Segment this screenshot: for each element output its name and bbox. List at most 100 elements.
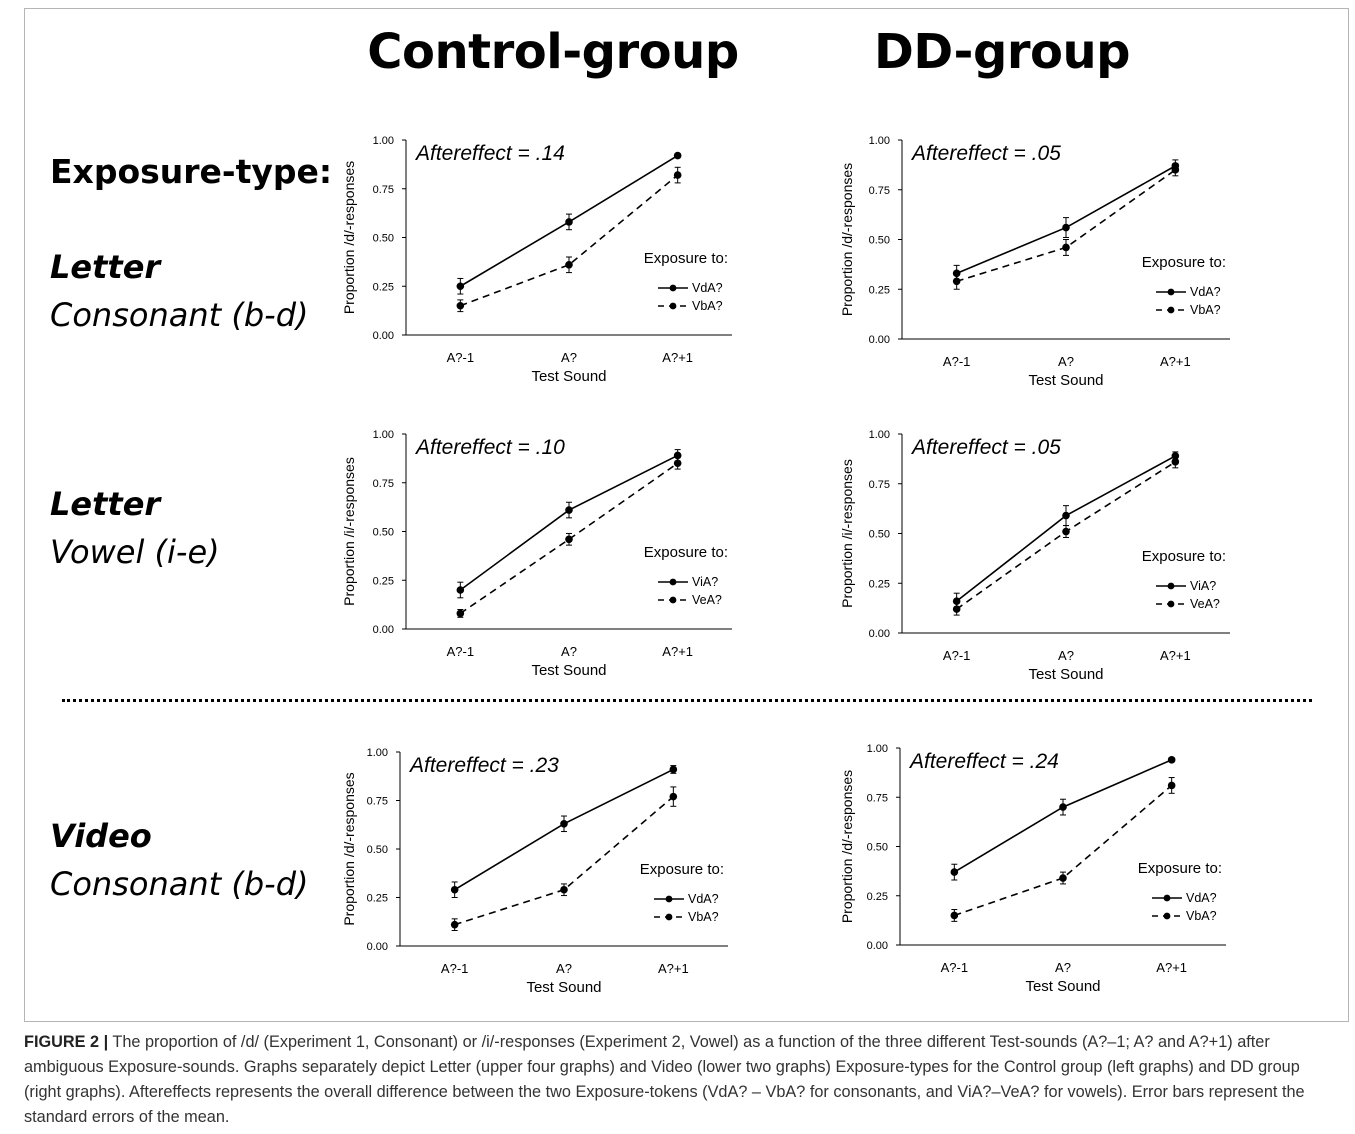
legend-marker: [1167, 288, 1175, 296]
legend-marker: [1163, 912, 1171, 920]
aftereffect-annotation: Aftereffect = .23: [408, 754, 559, 777]
legend-label: VdA?: [688, 892, 719, 906]
aftereffect-annotation: Aftereffect = .05: [910, 142, 1061, 165]
y-tick-label: 1.00: [373, 135, 394, 147]
y-tick-label: 0.00: [373, 330, 394, 342]
data-point: [456, 609, 465, 618]
x-tick-label: A?: [561, 350, 577, 365]
data-point: [450, 920, 459, 929]
y-tick-label: 0.50: [373, 233, 394, 245]
x-tick-label: A?-1: [441, 961, 468, 976]
legend-label: VbA?: [688, 910, 719, 924]
data-point: [952, 277, 961, 286]
y-tick-label: 1.00: [869, 429, 890, 441]
x-axis-title: Test Sound: [531, 368, 606, 385]
legend-marker: [669, 284, 677, 292]
data-point: [1062, 223, 1070, 232]
legend-marker: [1167, 306, 1175, 314]
x-tick-label: A?: [1058, 648, 1074, 663]
x-tick-label: A?+1: [1160, 354, 1191, 369]
data-point: [673, 151, 682, 160]
legend-label: VdA?: [692, 281, 723, 295]
y-tick-label: 1.00: [869, 135, 890, 147]
x-tick-label: A?: [556, 961, 572, 976]
series-line-1: [953, 759, 1172, 873]
x-tick-label: A?-1: [943, 648, 970, 663]
y-tick-label: 0.75: [367, 796, 388, 808]
y-tick-label: 0.50: [869, 529, 890, 541]
legend-label: VbA?: [692, 299, 723, 313]
y-axis-title: Proportion /d/-responses: [839, 163, 855, 316]
data-point: [952, 605, 961, 613]
legend-marker: [665, 913, 673, 921]
y-tick-label: 0.25: [869, 578, 890, 590]
y-tick-label: 0.50: [867, 842, 888, 854]
row-label-line2: Consonant (b-d): [50, 865, 309, 903]
data-point: [669, 792, 678, 801]
data-point: [1167, 756, 1176, 764]
x-tick-label: A?: [1058, 354, 1074, 369]
data-point: [1059, 803, 1067, 811]
y-tick-label: 0.75: [869, 185, 890, 197]
caption-label: FIGURE 2 |: [24, 1033, 109, 1051]
data-point: [560, 819, 568, 828]
data-point: [669, 765, 678, 774]
x-axis-title: Test Sound: [531, 662, 606, 679]
data-point: [565, 535, 573, 544]
legend-title: Exposure to:: [1138, 860, 1222, 877]
aftereffect-annotation: Aftereffect = .10: [414, 436, 565, 459]
data-point: [950, 911, 959, 920]
data-point: [560, 885, 568, 894]
aftereffect-annotation: Aftereffect = .24: [908, 750, 1059, 773]
legend-marker: [669, 578, 677, 586]
legend-marker: [1163, 894, 1171, 902]
row-label-letter-consonant: Letter Consonant (b-d): [50, 248, 308, 334]
caption-text: The proportion of /d/ (Experiment 1, Con…: [24, 1033, 1305, 1126]
data-point: [1062, 511, 1070, 520]
legend-marker: [665, 895, 673, 903]
legend-title: Exposure to:: [1142, 254, 1226, 271]
aftereffect-annotation: Aftereffect = .14: [414, 142, 565, 165]
y-tick-label: 0.75: [373, 478, 394, 490]
row-label-letter-vowel: Letter Vowel (i-e): [50, 485, 220, 571]
x-tick-label: A?+1: [662, 644, 693, 659]
x-tick-label: A?-1: [447, 350, 474, 365]
aftereffect-annotation: Aftereffect = .05: [910, 436, 1061, 459]
data-point: [450, 885, 459, 894]
section-divider: [62, 699, 1312, 702]
legend-label: ViA?: [692, 575, 718, 589]
legend-label: VdA?: [1186, 891, 1217, 905]
data-point: [1171, 166, 1180, 174]
figure-frame: [24, 8, 1349, 1022]
data-point: [565, 261, 573, 269]
y-axis-title: Proportion /i/-responses: [839, 459, 855, 608]
legend-marker: [1167, 600, 1175, 608]
x-tick-label: A?+1: [1156, 960, 1187, 975]
y-tick-label: 0.25: [373, 575, 394, 587]
legend-label: ViA?: [1190, 579, 1216, 593]
y-axis-title: Proportion /d/-responses: [839, 770, 855, 923]
legend-marker: [669, 302, 677, 310]
series-line-2: [460, 174, 679, 307]
x-tick-label: A?+1: [1160, 648, 1191, 663]
y-tick-label: 0.50: [869, 235, 890, 247]
dd-group-title: DD-group: [873, 24, 1131, 80]
data-point: [1062, 527, 1070, 536]
y-tick-label: 1.00: [867, 743, 888, 755]
legend-title: Exposure to:: [644, 544, 728, 561]
legend-marker: [669, 596, 677, 604]
y-tick-label: 0.00: [867, 940, 888, 952]
row-label-line2: Consonant (b-d): [50, 296, 309, 334]
y-tick-label: 0.75: [867, 792, 888, 804]
chart-dd-video-consonant: 0.00 0.25 0.50 0.75 1.00 A?-1 A? A?+1 Test Sound…: [839, 743, 1226, 995]
figure-caption: FIGURE 2 | The proportion of /d/ (Experi…: [24, 1030, 1334, 1130]
y-tick-label: 1.00: [367, 747, 388, 759]
x-tick-label: A?+1: [658, 961, 689, 976]
y-tick-label: 0.25: [373, 281, 394, 293]
row-label-line2: Vowel (i-e): [50, 533, 220, 571]
data-point: [1171, 458, 1180, 466]
data-point: [673, 171, 682, 179]
series-line-2: [459, 462, 679, 615]
legend-title: Exposure to:: [644, 250, 728, 267]
data-point: [950, 868, 959, 876]
